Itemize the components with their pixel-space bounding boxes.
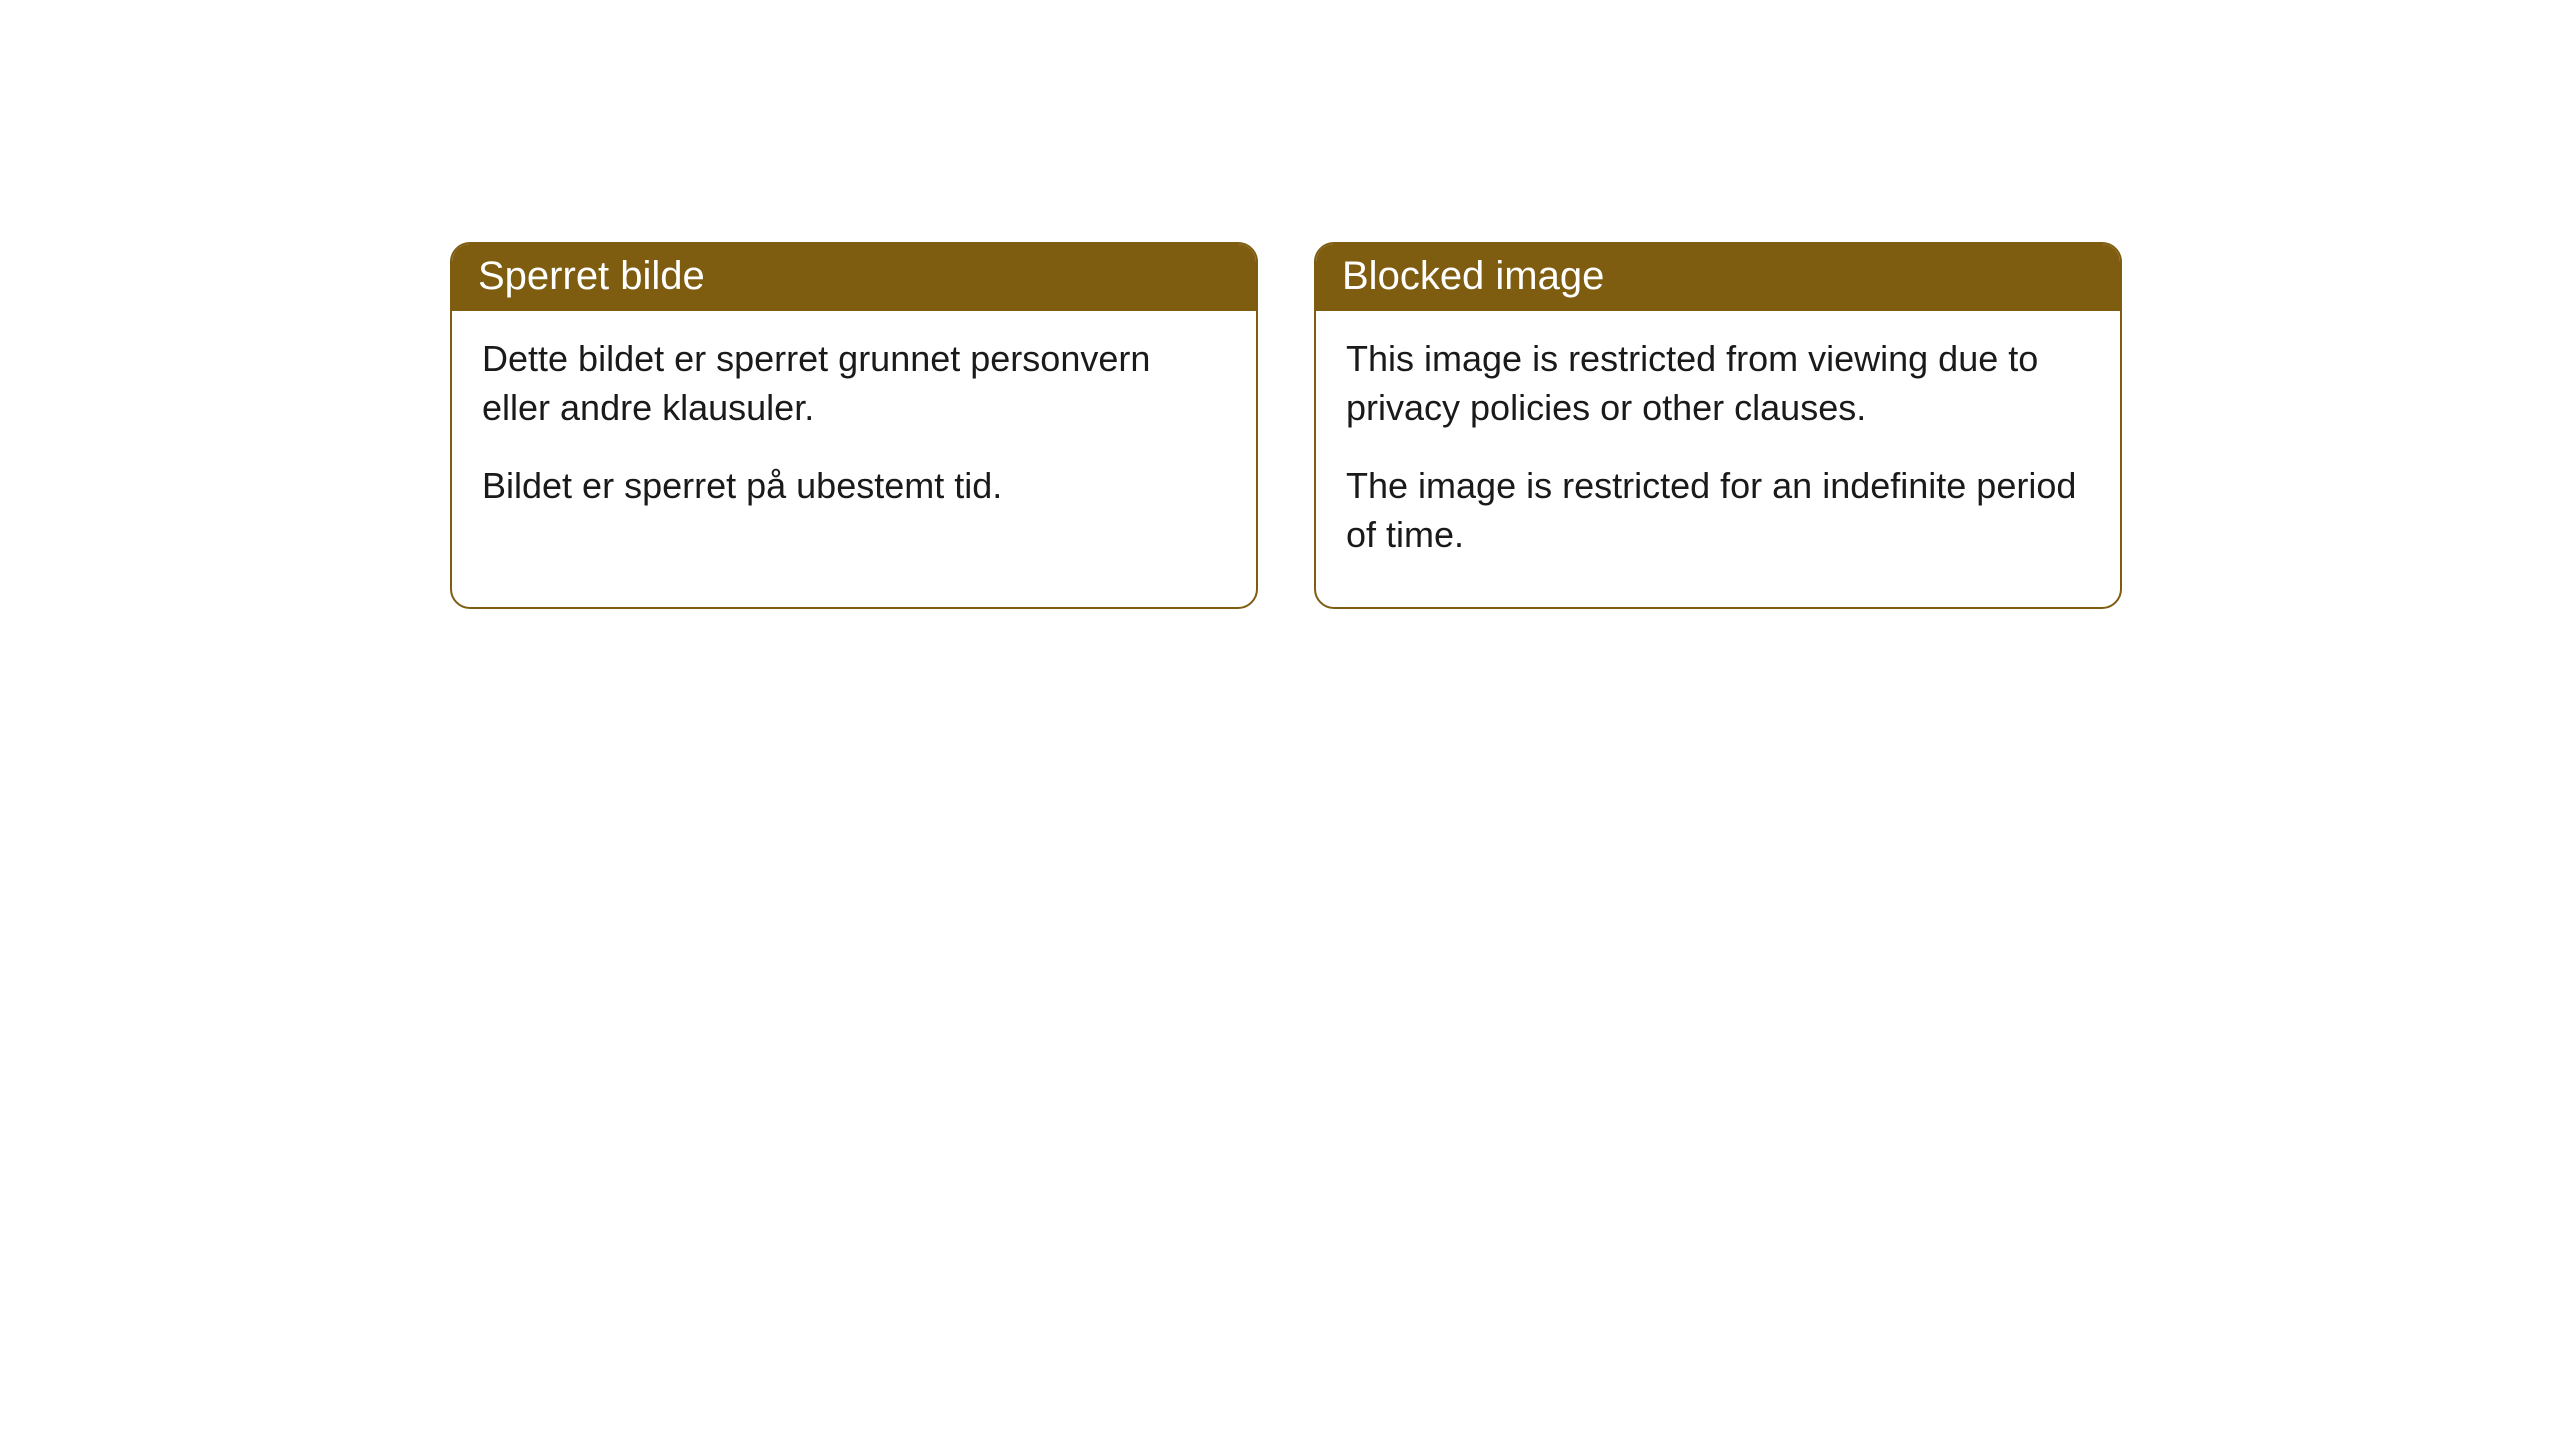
card-paragraph: Bildet er sperret på ubestemt tid. (482, 462, 1226, 511)
card-paragraph: Dette bildet er sperret grunnet personve… (482, 335, 1226, 432)
card-header: Sperret bilde (452, 244, 1256, 311)
notice-card-norwegian: Sperret bilde Dette bildet er sperret gr… (450, 242, 1258, 609)
card-paragraph: The image is restricted for an indefinit… (1346, 462, 2090, 559)
notice-cards-container: Sperret bilde Dette bildet er sperret gr… (450, 242, 2560, 609)
notice-card-english: Blocked image This image is restricted f… (1314, 242, 2122, 609)
card-title: Sperret bilde (478, 254, 705, 298)
card-header: Blocked image (1316, 244, 2120, 311)
card-title: Blocked image (1342, 254, 1604, 298)
card-body: This image is restricted from viewing du… (1316, 311, 2120, 607)
card-body: Dette bildet er sperret grunnet personve… (452, 311, 1256, 559)
card-paragraph: This image is restricted from viewing du… (1346, 335, 2090, 432)
